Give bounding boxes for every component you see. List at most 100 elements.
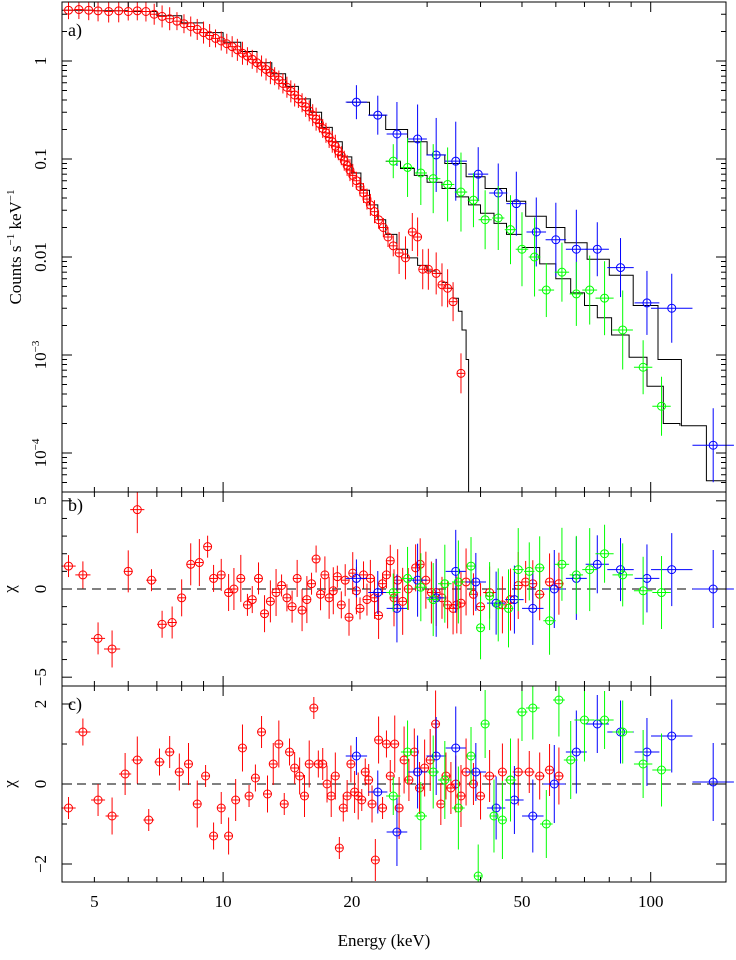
data-point	[146, 569, 157, 592]
data-point	[271, 569, 281, 617]
data-point	[515, 212, 529, 287]
panel-b: 5 0 −5 b) χ	[0, 491, 734, 687]
data-point	[440, 147, 455, 222]
data-point	[61, 797, 76, 819]
data-point	[324, 576, 334, 619]
data-point	[295, 757, 305, 795]
series-1	[61, 492, 564, 668]
data-point	[339, 150, 349, 171]
panel-c-ticks: 20−25 10 20 50 100	[31, 686, 726, 911]
data-point	[426, 117, 446, 192]
data-point	[247, 586, 257, 614]
data-point	[167, 606, 177, 639]
data-point	[304, 740, 314, 788]
data-point	[209, 564, 219, 592]
data-point	[634, 270, 660, 335]
data-point	[465, 743, 486, 801]
data-point	[365, 559, 375, 597]
data-point	[279, 793, 289, 815]
data-point	[553, 686, 565, 737]
data-point	[292, 559, 302, 597]
data-point	[231, 779, 241, 821]
data-point	[398, 567, 408, 635]
panel-c: 20−25 10 20 50 100 c) χ Energy (keV)	[0, 685, 734, 950]
data-point	[492, 186, 505, 251]
data-point	[431, 252, 441, 295]
y-tick-label: 5	[31, 497, 50, 506]
data-point	[287, 590, 297, 623]
data-point	[229, 568, 239, 610]
y-tick-label: −2	[31, 855, 50, 873]
data-point	[311, 545, 321, 573]
panel-a-frame	[61, 1, 727, 493]
data-point	[692, 408, 734, 483]
data-point	[554, 242, 570, 302]
panel-c-data	[61, 686, 734, 882]
panel-b-tag: b)	[68, 495, 83, 516]
data-point	[179, 14, 189, 34]
data-point	[242, 593, 252, 616]
panel-a-ylabel-sup2: −1	[5, 189, 17, 201]
panel-a-ylabel-mid: keV	[6, 200, 25, 233]
data-point	[443, 269, 453, 308]
data-point	[374, 210, 384, 229]
data-point	[445, 529, 466, 613]
model-curve-1	[62, 9, 470, 492]
data-point	[84, 2, 94, 21]
data-point	[528, 217, 541, 297]
data-point	[216, 792, 226, 824]
data-point	[346, 745, 356, 783]
data-point	[476, 596, 486, 660]
data-point	[454, 152, 468, 232]
data-point	[113, 2, 124, 23]
data-point	[386, 101, 408, 166]
data-point	[282, 584, 292, 612]
data-point	[476, 772, 486, 820]
data-point	[386, 144, 401, 179]
data-point	[268, 743, 278, 785]
data-point	[452, 766, 465, 850]
data-point	[338, 794, 348, 822]
y-tick-label: 2	[31, 700, 50, 709]
data-point	[431, 690, 441, 758]
data-point	[394, 777, 404, 839]
data-point	[165, 7, 175, 31]
data-point	[318, 748, 328, 780]
data-point	[543, 745, 566, 823]
data-point	[345, 737, 368, 775]
panel-a-ylabel: Counts s−1 keV−1	[5, 189, 25, 304]
data-point	[489, 779, 499, 853]
series-3	[386, 524, 671, 660]
data-point	[345, 85, 368, 120]
data-point	[381, 561, 391, 589]
data-point	[633, 730, 653, 798]
data-point	[607, 238, 634, 298]
data-point	[585, 535, 609, 594]
data-point	[427, 735, 440, 809]
data-point	[634, 544, 660, 613]
data-point	[480, 690, 490, 758]
data-point	[452, 576, 462, 634]
data-point	[448, 282, 458, 322]
data-point	[370, 839, 380, 881]
data-point	[466, 537, 476, 596]
data-point	[582, 528, 598, 612]
y-tick-label: 0	[31, 585, 50, 594]
data-point	[183, 743, 193, 785]
data-point	[390, 715, 400, 773]
data-point	[651, 533, 693, 607]
data-point	[554, 747, 564, 805]
data-point	[328, 567, 338, 615]
data-point	[563, 721, 578, 799]
data-point	[186, 16, 196, 37]
data-point	[524, 542, 535, 601]
data-point	[651, 273, 693, 343]
data-point	[334, 837, 344, 859]
data-point	[438, 544, 452, 623]
data-point	[192, 18, 202, 40]
data-point	[265, 580, 275, 623]
data-point	[61, 555, 76, 578]
data-point	[478, 190, 492, 250]
y-tick-label: 10−4	[30, 438, 50, 467]
data-point	[473, 844, 483, 882]
